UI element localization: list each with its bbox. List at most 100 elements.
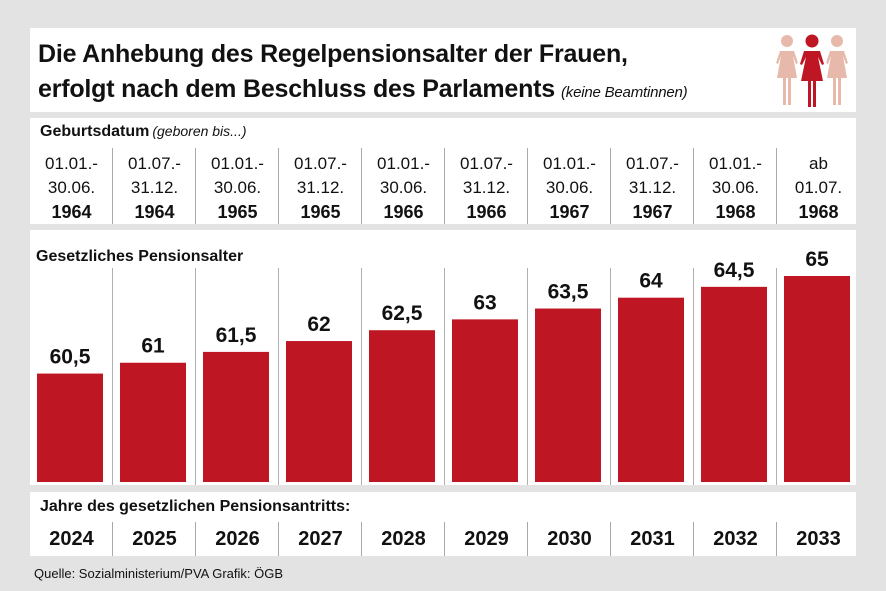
column-divider: [776, 522, 777, 556]
birth-date-line1: 01.01.-: [377, 154, 430, 173]
x-axis-label: Jahre des gesetzlichen Pensionsantritts:: [40, 498, 351, 515]
column-divider: [444, 148, 445, 224]
bar-value-label: 61: [141, 335, 165, 358]
birth-date-line1: 01.01.-: [45, 154, 98, 173]
column-divider: [444, 522, 445, 556]
birth-date-line1: 01.07.-: [294, 154, 347, 173]
title-line-1: Die Anhebung des Regelpensionsalter der …: [38, 40, 628, 68]
bar-value-label: 62: [307, 313, 330, 336]
birth-date-year: 1965: [217, 202, 258, 222]
birth-date-line2: 30.06.: [711, 178, 760, 197]
bar-value-label: 61,5: [216, 324, 257, 347]
birth-date-year: 1964: [134, 202, 175, 222]
column-divider: [278, 522, 279, 556]
bar-2028: [369, 330, 435, 482]
birth-date-line2: 30.06.: [47, 178, 96, 197]
birth-date-line2: 31.12.: [296, 178, 345, 197]
bar-value-label: 60,5: [50, 346, 91, 369]
birth-date-line1: 01.01.-: [211, 154, 264, 173]
column-divider: [610, 148, 611, 224]
birth-date-cell: ab 01.07. 1968: [777, 152, 860, 224]
birth-date-cell: 01.01.- 30.06. 1965: [196, 152, 279, 224]
birth-date-line2: 30.06.: [379, 178, 428, 197]
y-axis-label: Gesetzliches Pensionsalter: [36, 248, 244, 265]
birth-date-year: 1968: [715, 202, 756, 222]
column-divider: [195, 148, 196, 224]
birth-date-year: 1966: [383, 202, 424, 222]
birth-date-cell: 01.07.- 31.12. 1967: [611, 152, 694, 224]
bar-value-label: 62,5: [382, 302, 423, 325]
column-divider: [527, 148, 528, 224]
year-label: 2032: [713, 528, 758, 550]
birth-date-year: 1968: [798, 202, 839, 222]
birth-date-cell: 01.01.- 30.06. 1964: [30, 152, 113, 224]
birth-date-year: 1967: [549, 202, 590, 222]
birth-date-line2: 30.06.: [213, 178, 262, 197]
title-line-2: erfolgt nach dem Beschluss des Parlament…: [38, 75, 688, 104]
bar-value-label: 65: [805, 248, 829, 271]
year-label: 2033: [796, 528, 841, 550]
birth-date-cell: 01.01.- 30.06. 1968: [694, 152, 777, 224]
column-divider: [610, 522, 611, 556]
year-label: 2026: [215, 528, 260, 550]
three-women-icon: [776, 34, 848, 107]
birth-date-cell: 01.07.- 31.12. 1965: [279, 152, 362, 224]
year-label: 2025: [132, 528, 177, 550]
bar-2025: [120, 362, 186, 482]
column-divider: [776, 148, 777, 224]
column-divider: [112, 148, 113, 224]
column-divider: [361, 522, 362, 556]
bar-2026: [203, 351, 269, 482]
column-divider: [693, 148, 694, 224]
bar-2031: [618, 297, 684, 482]
birth-date-line2: 31.12.: [130, 178, 179, 197]
birth-date-cell: 01.07.- 31.12. 1964: [113, 152, 196, 224]
bar-2032: [701, 286, 767, 482]
birth-date-line1: 01.07.-: [128, 154, 181, 173]
birth-date-year: 1964: [51, 202, 92, 222]
birth-date-panel: Geburtsdatum (geboren bis...) 01.01.- 30.0…: [30, 118, 856, 224]
bar-2030: [535, 308, 601, 482]
birth-date-line2: 01.07.: [794, 178, 843, 197]
column-divider: [693, 522, 694, 556]
birth-date-line1: 01.01.-: [709, 154, 762, 173]
bar-2024: [37, 373, 103, 482]
birth-date-cell: 01.01.- 30.06. 1966: [362, 152, 445, 224]
year-label: 2031: [630, 528, 675, 550]
bar-value-label: 63: [473, 291, 496, 314]
birth-date-line1: 01.07.-: [460, 154, 513, 173]
birth-date-year: 1965: [300, 202, 341, 222]
bar-value-label: 63,5: [548, 281, 589, 304]
birth-date-year: 1967: [632, 202, 673, 222]
birth-date-line1: 01.01.-: [543, 154, 596, 173]
year-label: 2024: [49, 528, 94, 550]
birth-date-line1: 01.07.-: [626, 154, 679, 173]
birth-date-heading-text: Geburtsdatum: [40, 123, 150, 140]
source-note: Quelle: Sozialministerium/PVA Grafik: ÖG…: [34, 566, 284, 581]
title-panel: Die Anhebung des Regelpensionsalter der …: [30, 28, 856, 112]
birth-date-line1: ab: [809, 154, 828, 173]
column-divider: [195, 522, 196, 556]
year-label: 2027: [298, 528, 343, 550]
birth-date-heading: Geburtsdatum (geboren bis...): [40, 123, 247, 141]
title-note: (keine Beamtinnen): [560, 84, 688, 101]
birth-date-subheading: (geboren bis...): [152, 123, 247, 139]
column-divider: [361, 148, 362, 224]
bar-2033: [784, 276, 850, 482]
bar-value-label: 64: [639, 270, 663, 293]
year-label: 2030: [547, 528, 592, 550]
bar-2029: [452, 319, 518, 482]
column-divider: [527, 522, 528, 556]
year-label: 2028: [381, 528, 426, 550]
column-divider: [112, 522, 113, 556]
bar-2027: [286, 341, 352, 482]
title-line-2-text: erfolgt nach dem Beschluss des Parlament…: [38, 75, 555, 103]
year-label: 2029: [464, 528, 509, 550]
column-divider: [278, 148, 279, 224]
birth-date-line2: 30.06.: [545, 178, 594, 197]
birth-date-year: 1966: [466, 202, 507, 222]
years-panel: Jahre des gesetzlichen Pensionsantritts:…: [30, 492, 856, 556]
birth-date-line2: 31.12.: [628, 178, 677, 197]
bar-value-label: 64,5: [714, 259, 755, 282]
